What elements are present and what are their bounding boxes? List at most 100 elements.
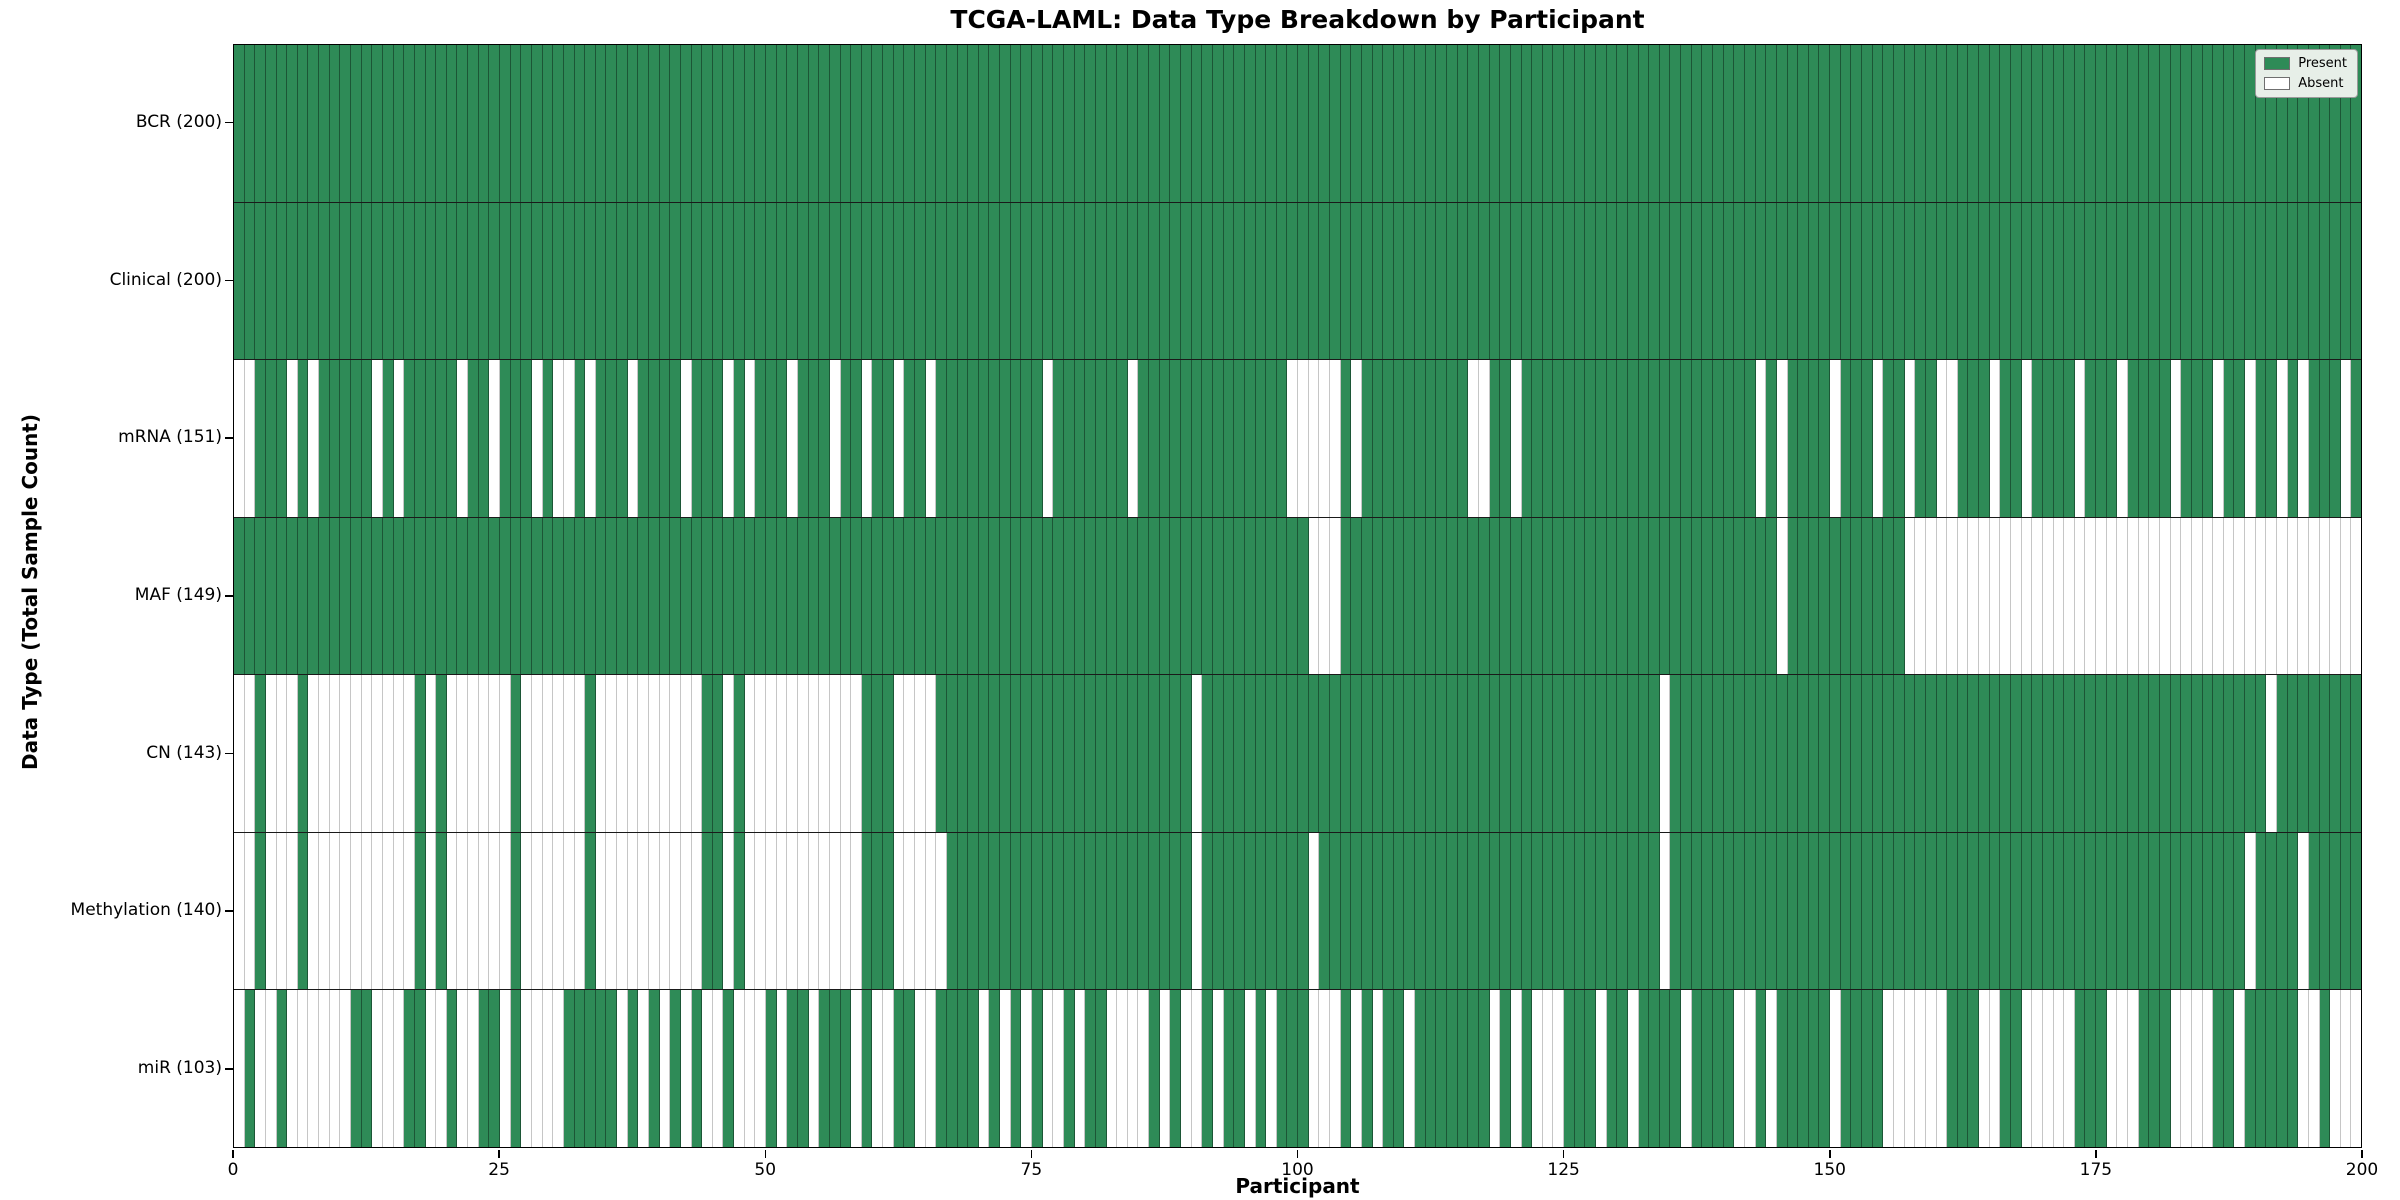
heatmap-cell [436,45,447,202]
heatmap-cell [457,832,469,990]
heatmap-cell [1202,675,1213,832]
heatmap-cell [1244,360,1256,517]
heatmap-cell [1021,675,1033,832]
heatmap-cell [1266,360,1277,517]
heatmap-cell [255,675,266,832]
heatmap-cell [1127,360,1139,517]
heatmap-cell [1755,990,1767,1148]
heatmap-cell [287,202,298,360]
heatmap-cell [2064,202,2075,360]
heatmap-cell [1021,990,1033,1148]
heatmap-cell [1138,45,1150,202]
heatmap-cell [308,45,320,202]
heatmap-cell [1649,517,1660,675]
heatmap-cell [1819,202,1831,360]
heatmap-cell [2064,45,2075,202]
heatmap-cell [797,517,809,675]
heatmap-cell [414,202,426,360]
heatmap-cell [1766,675,1777,832]
heatmap-cell [1053,202,1064,360]
heatmap-cell [489,832,501,990]
heatmap-cell [234,832,245,990]
heatmap-cell [2340,45,2352,202]
legend-label: Present [2298,56,2347,71]
x-tick-mark [2361,1150,2363,1158]
heatmap-cell [1276,990,1288,1148]
heatmap-cell [1510,202,1522,360]
heatmap-cell [1904,360,1916,517]
heatmap-cell [1415,832,1426,990]
heatmap-cell [2117,45,2129,202]
heatmap-cell [1329,990,1341,1148]
heatmap-cell [351,202,362,360]
heatmap-cell [2330,202,2341,360]
heatmap-cell [883,45,894,202]
heatmap-cell [1170,517,1182,675]
heatmap-cell [819,675,830,832]
heatmap-cell [500,517,511,675]
heatmap-cell [787,675,798,832]
heatmap-cell [808,45,820,202]
heatmap-cell [372,517,383,675]
heatmap-cell [265,360,277,517]
heatmap-cell [2159,360,2171,517]
heatmap-cell [553,832,564,990]
heatmap-cell [425,832,437,990]
heatmap-cell [1340,202,1352,360]
heatmap-cell [2106,202,2118,360]
heatmap-cell [1000,517,1011,675]
heatmap-row-CN [234,675,2362,833]
heatmap-cell [766,675,777,832]
heatmap-cell [1915,517,1926,675]
heatmap-cell [648,675,660,832]
heatmap-cell [1478,675,1490,832]
heatmap-cell [904,202,915,360]
heatmap-cell [2021,360,2033,517]
heatmap-cell [510,832,522,990]
heatmap-cell [1574,517,1586,675]
heatmap-cell [1436,675,1448,832]
heatmap-cell [978,832,990,990]
heatmap-cell [1872,202,1884,360]
heatmap-cell [308,360,320,517]
heatmap-cell [1468,45,1479,202]
heatmap-cell [659,832,671,990]
heatmap-cell [1808,202,1820,360]
heatmap-cell [946,45,958,202]
heatmap-cell [1340,990,1352,1148]
heatmap-cell [680,832,692,990]
y-tick-label: Methylation (140) [70,900,222,921]
heatmap-cell [1500,202,1511,360]
heatmap-cell [1862,360,1873,517]
heatmap-cell [2191,832,2203,990]
heatmap-cell [723,360,735,517]
heatmap-cell [1744,45,1756,202]
heatmap-cell [936,517,947,675]
heatmap-cell [1457,832,1469,990]
heatmap-cell [627,45,639,202]
heatmap-cell [946,990,958,1148]
heatmap-cell [1415,675,1426,832]
heatmap-cell [265,517,277,675]
heatmap-cell [872,45,884,202]
heatmap-cell [1766,45,1777,202]
heatmap-cell [1415,45,1426,202]
heatmap-cell [1308,360,1320,517]
heatmap-cell [1670,360,1682,517]
heatmap-cell [1532,832,1543,990]
heatmap-cell [883,832,894,990]
heatmap-cell [1212,360,1224,517]
heatmap-cell [542,202,554,360]
heatmap-cell [1234,990,1245,1148]
heatmap-cell [1117,675,1128,832]
heatmap-cell [1244,832,1256,990]
heatmap-cell [1361,360,1373,517]
heatmap-cell [329,517,341,675]
heatmap-cell [2010,202,2022,360]
heatmap-cell [1904,45,1916,202]
heatmap-cell [1968,202,1980,360]
heatmap-cell [2159,675,2171,832]
heatmap-cell [255,990,266,1148]
heatmap-cell [936,675,947,832]
heatmap-cell [1798,832,1809,990]
